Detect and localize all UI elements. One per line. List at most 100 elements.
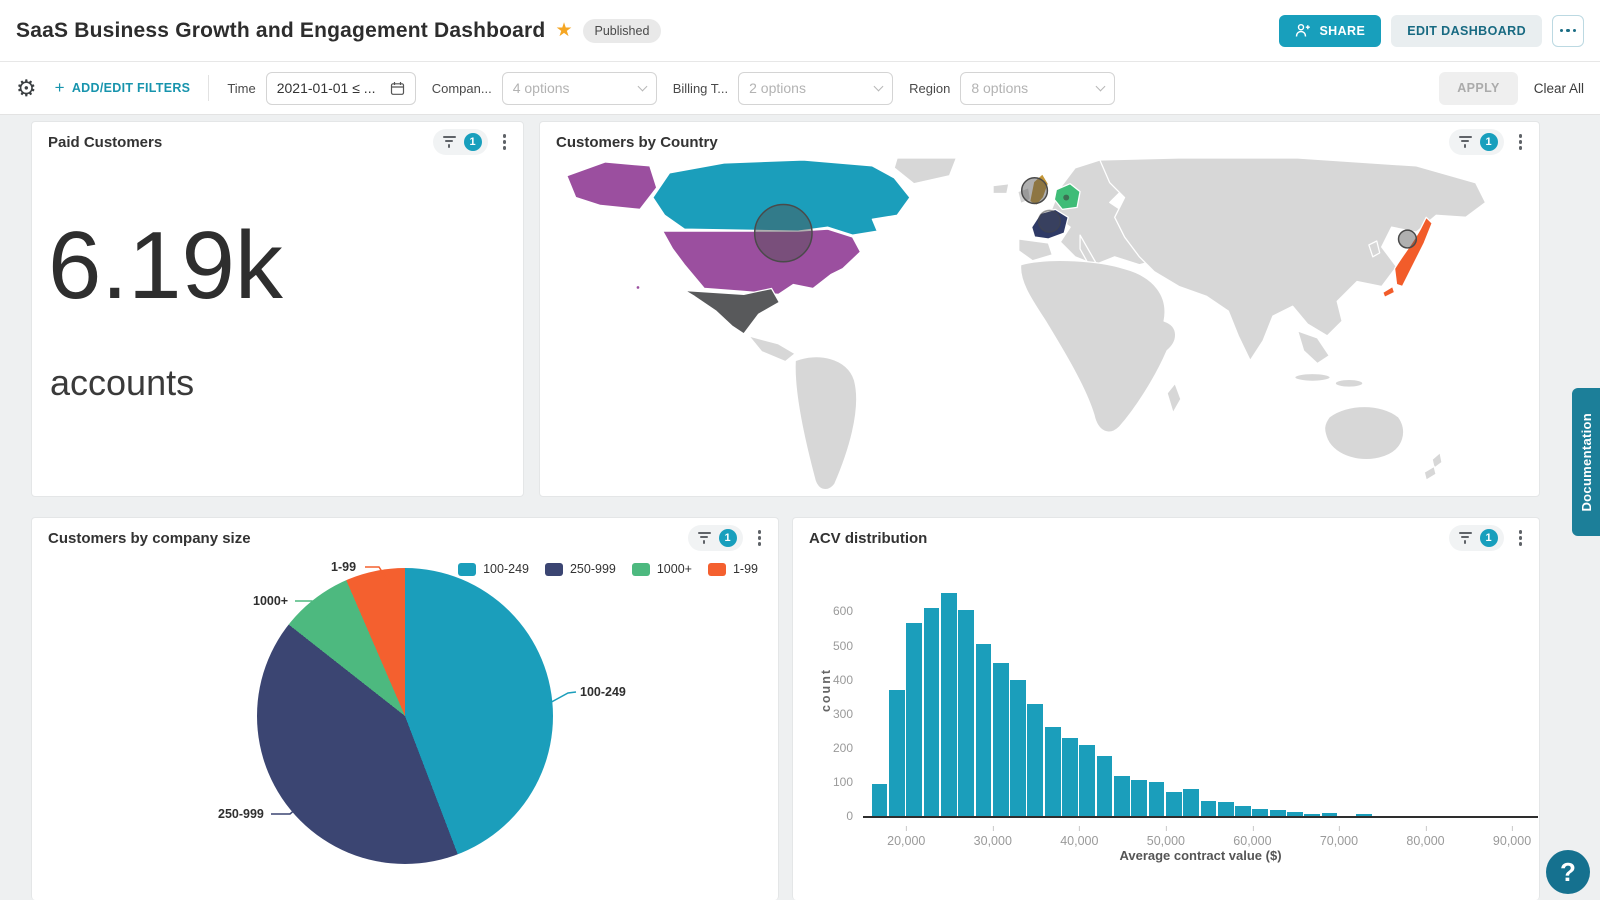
more-options-button[interactable] xyxy=(1552,14,1584,47)
clear-all-button[interactable]: Clear All xyxy=(1533,80,1584,96)
histogram-bar[interactable] xyxy=(1217,802,1234,816)
widget-menu-kebab[interactable] xyxy=(1516,131,1526,153)
help-button[interactable]: ? xyxy=(1546,850,1590,894)
y-axis-label: count xyxy=(819,668,833,713)
legend-item[interactable]: 1-99 xyxy=(707,562,758,576)
filter-count-badge: 1 xyxy=(718,529,737,547)
pie-label-100-249: 100-249 xyxy=(580,685,626,699)
x-tick-label: 50,000 xyxy=(1146,826,1185,848)
histogram-bar[interactable] xyxy=(958,609,974,816)
widget-menu-kebab[interactable] xyxy=(755,527,765,549)
histogram-bar[interactable] xyxy=(1183,789,1199,816)
kpi-unit: accounts xyxy=(50,362,195,403)
widget-filter-chip[interactable]: 1 xyxy=(1448,525,1504,551)
histogram-bar[interactable] xyxy=(871,783,888,816)
legend-item[interactable]: 1000+ xyxy=(631,562,692,576)
card-title: Customers by company size xyxy=(48,529,251,547)
histogram-bar[interactable] xyxy=(1304,813,1321,816)
map-usa[interactable] xyxy=(662,228,862,296)
histogram-bar[interactable] xyxy=(1252,809,1269,816)
y-tick-label: 200 xyxy=(832,740,853,755)
map-central-america xyxy=(748,335,796,363)
company-size-card: Customers by company size 1 100-249 250-9… xyxy=(31,517,779,900)
card-title: Customers by Country xyxy=(556,133,718,151)
histogram-bar[interactable] xyxy=(1235,805,1251,816)
map-bubble-japan[interactable] xyxy=(1397,229,1418,249)
histogram-bar[interactable] xyxy=(1010,679,1026,816)
status-badge: Published xyxy=(582,18,662,43)
histogram-bar[interactable] xyxy=(888,689,905,816)
widget-filter-chip[interactable]: 1 xyxy=(687,525,743,551)
histogram-bar[interactable] xyxy=(1113,776,1130,816)
map-alaska[interactable] xyxy=(566,161,658,211)
histogram-bar[interactable] xyxy=(1079,745,1096,816)
pie-chart[interactable] xyxy=(257,568,553,864)
billing-filter-select[interactable]: 2 options xyxy=(738,71,894,105)
apply-button[interactable]: APPLY xyxy=(1439,71,1518,105)
legend-label: 250-999 xyxy=(569,562,616,576)
widget-menu-kebab[interactable] xyxy=(1516,527,1526,549)
region-filter-label: Region xyxy=(909,80,951,96)
histogram-bar[interactable] xyxy=(940,592,957,816)
histogram-bar[interactable] xyxy=(923,608,940,816)
help-question-icon: ? xyxy=(1560,856,1576,887)
map-mexico[interactable] xyxy=(683,287,781,335)
legend-item[interactable]: 250-999 xyxy=(544,562,616,576)
time-filter-input[interactable]: 2021-01-01 ≤ ... xyxy=(265,71,416,105)
customers-by-country-card: Customers by Country 1 xyxy=(539,121,1540,497)
map-bubble-uk[interactable] xyxy=(1020,177,1049,205)
share-button-label: SHARE xyxy=(1319,23,1366,38)
map-greenland[interactable] xyxy=(893,158,958,185)
billing-filter-value: 2 options xyxy=(749,80,806,96)
histogram-bar[interactable] xyxy=(1356,814,1373,816)
widget-filter-chip[interactable]: 1 xyxy=(1448,129,1504,155)
histogram-bar[interactable] xyxy=(1165,792,1182,816)
map-new-zealand xyxy=(1431,451,1443,469)
histogram-bar[interactable] xyxy=(1287,811,1303,816)
pie-label-250-999: 250-999 xyxy=(218,807,264,821)
histogram-bar[interactable] xyxy=(1321,812,1338,816)
legend-label: 1-99 xyxy=(732,562,758,576)
map-iceland[interactable] xyxy=(992,183,1010,195)
map-hawaii[interactable] xyxy=(635,284,641,291)
histogram-bar[interactable] xyxy=(1148,781,1165,816)
legend-swatch xyxy=(707,562,726,576)
map-bubble-germany[interactable] xyxy=(1063,194,1070,201)
histogram-bar[interactable] xyxy=(1027,703,1044,816)
legend-item[interactable]: 100-249 xyxy=(458,562,529,576)
histogram-bar[interactable] xyxy=(1062,737,1078,816)
map-bubble-france[interactable] xyxy=(1037,209,1062,233)
histogram-bar[interactable] xyxy=(1044,726,1061,816)
histogram-bar[interactable] xyxy=(1200,801,1217,816)
legend-swatch xyxy=(631,562,650,576)
share-button[interactable]: SHARE xyxy=(1279,14,1382,47)
histogram-bar[interactable] xyxy=(1096,756,1113,816)
favorite-star-icon[interactable]: ★ xyxy=(555,20,573,41)
filter-settings-gear-icon[interactable]: ⚙ xyxy=(16,74,37,101)
time-filter-value: 2021-01-01 ≤ ... xyxy=(276,80,376,96)
map-canada[interactable] xyxy=(652,159,911,236)
widget-menu-kebab[interactable] xyxy=(500,131,510,153)
map-japan[interactable] xyxy=(1393,216,1433,288)
documentation-tab[interactable]: Documentation xyxy=(1572,388,1600,536)
map-japan-south[interactable] xyxy=(1382,285,1396,298)
add-edit-filters-button[interactable]: + ADD/EDIT FILTERS xyxy=(55,78,191,98)
edit-dashboard-button[interactable]: EDIT DASHBOARD xyxy=(1391,14,1542,47)
histogram-bar[interactable] xyxy=(975,643,992,816)
company-filter-value: 4 options xyxy=(512,80,570,96)
widget-filter-chip[interactable]: 1 xyxy=(432,129,488,155)
map-bubble-usa[interactable] xyxy=(753,203,813,263)
histogram-bar[interactable] xyxy=(1269,810,1286,816)
histogram-bar[interactable] xyxy=(1131,779,1148,816)
company-filter-select[interactable]: 4 options xyxy=(501,71,657,105)
filter-count-badge: 1 xyxy=(1479,133,1498,151)
billing-filter-label: Billing T... xyxy=(672,80,729,96)
y-tick-label: 100 xyxy=(832,774,853,789)
acv-distribution-card: ACV distribution 1 count 20,000 30,000 40,… xyxy=(792,517,1540,900)
region-filter-select[interactable]: 8 options xyxy=(960,71,1116,105)
histogram-bar[interactable] xyxy=(992,662,1009,816)
share-person-icon xyxy=(1296,23,1311,37)
map-se-asia xyxy=(1296,330,1330,365)
histogram-bar[interactable] xyxy=(906,623,923,816)
filter-bar: ⚙ + ADD/EDIT FILTERS Time 2021-01-01 ≤ .… xyxy=(0,62,1600,115)
